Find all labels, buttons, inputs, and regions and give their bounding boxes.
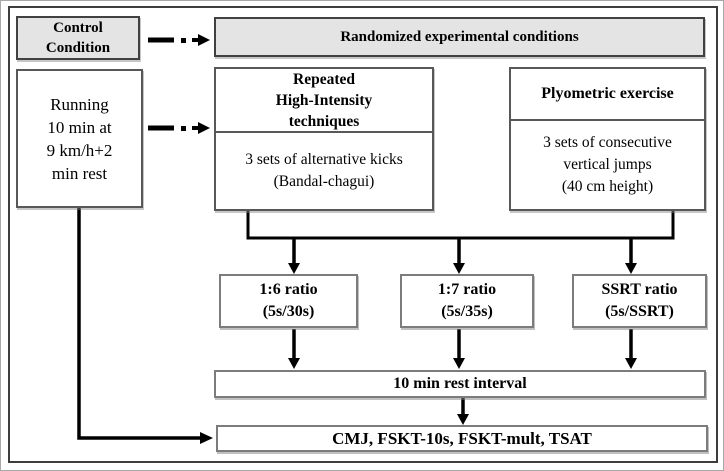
repeated-techniques-body: 3 sets of alternative kicks (Bandal-chag… xyxy=(216,133,432,209)
ratio-1-6-box: 1:6 ratio (5s/30s) xyxy=(219,274,358,328)
control-condition-label: Control Condition xyxy=(45,20,111,56)
plyometric-exercise-header: Plyometric exercise xyxy=(511,69,704,121)
randomized-conditions-box: Randomized experimental conditions xyxy=(214,17,705,57)
randomized-conditions-label: Randomized experimental conditions xyxy=(340,28,579,45)
ratio-ssrt-label: SSRT ratio (5s/SSRT) xyxy=(601,281,678,320)
ratio-1-6-label: 1:6 ratio (5s/30s) xyxy=(259,281,318,320)
repeated-techniques-box: Repeated High-Intensity techniques 3 set… xyxy=(214,67,434,211)
ratio-ssrt-box: SSRT ratio (5s/SSRT) xyxy=(572,274,707,328)
repeated-techniques-title: Repeated High-Intensity techniques xyxy=(275,70,373,130)
ratio-1-7-box: 1:7 ratio (5s/35s) xyxy=(400,274,534,328)
ratio-1-7-label: 1:7 ratio (5s/35s) xyxy=(437,281,497,320)
control-condition-box: Control Condition xyxy=(16,16,140,60)
running-protocol-box: Running 10 min at 9 km/h+2 min rest xyxy=(16,69,143,208)
plyometric-exercise-box: Plyometric exercise 3 sets of consecutiv… xyxy=(509,67,706,211)
plyometric-exercise-body: 3 sets of consecutive vertical jumps (40… xyxy=(511,121,704,209)
running-protocol-label: Running 10 min at 9 km/h+2 min rest xyxy=(46,94,113,183)
repeated-techniques-header: Repeated High-Intensity techniques xyxy=(216,69,432,133)
rest-interval-box: 10 min rest interval xyxy=(214,370,706,398)
rest-interval-label: 10 min rest interval xyxy=(393,375,527,392)
outcome-tests-label: CMJ, FSKT-10s, FSKT-mult, TSAT xyxy=(332,428,592,448)
plyometric-exercise-title: Plyometric exercise xyxy=(541,85,674,102)
repeated-techniques-description: 3 sets of alternative kicks (Bandal-chag… xyxy=(245,151,403,190)
plyometric-exercise-description: 3 sets of consecutive vertical jumps (40… xyxy=(543,134,672,195)
outcome-tests-box: CMJ, FSKT-10s, FSKT-mult, TSAT xyxy=(216,425,708,452)
